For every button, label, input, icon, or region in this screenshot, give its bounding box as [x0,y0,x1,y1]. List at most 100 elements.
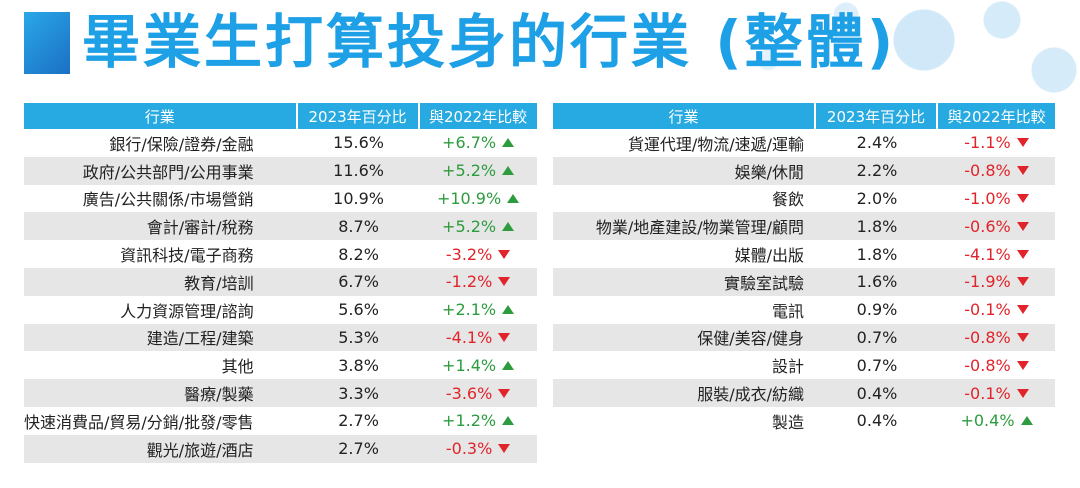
pct2023-cell: 5.3% [297,323,420,352]
arrow-down-icon [498,249,511,259]
pct2023-cell: 0.4% [856,411,898,431]
pct2023-cell: 5.6% [338,300,379,320]
change-value: -0.1% [964,300,1011,320]
industry-cell: 人力資源管理/諮詢 [120,301,254,321]
header-industry: 行業 [553,103,816,129]
arrow-up-icon [502,360,515,370]
pct2023-cell: 3.8% [338,355,379,375]
arrow-up-icon [1020,416,1033,426]
industry-cell: 教育/培訓 [24,267,298,296]
change-cell: -0.8% [938,323,1055,352]
table-row: 廣告/公共關係/市場營銷 10.9% +10.9% [24,185,537,213]
table-row: 人力資源管理/諮詢 5.6% +2.1% [24,296,537,324]
change-cell: +1.4% [420,351,537,379]
pct2023-cell: 0.7% [856,355,898,375]
table-row: 建造/工程/建築 5.3% -4.1% [24,323,537,352]
arrow-down-icon [1016,221,1029,231]
change-cell: -0.3% [419,434,537,463]
arrow-down-icon [1016,277,1029,287]
change-value: -1.0% [964,188,1011,208]
arrow-up-icon [502,416,515,426]
change-cell: -3.2% [420,240,537,268]
pct2023-cell: 2.7% [338,411,379,431]
table-row: 醫療/製藥 3.3% -3.6% [24,379,537,407]
change-value: -0.8% [964,327,1011,347]
table-row: 設計 0.7% -0.8% [553,351,1055,379]
change-cell: +2.1% [420,296,537,324]
arrow-down-icon [1016,193,1029,203]
change-cell: -1.1% [938,129,1055,157]
industry-table-left: 行業 2023年百分比 與2022年比較 銀行/保險/證券/金融 15.6% +6.… [24,103,537,463]
arrow-up-icon [502,166,515,176]
table-row: 銀行/保險/證券/金融 15.6% +6.7% [24,129,537,157]
arrow-up-icon [507,193,520,203]
industry-cell: 會計/審計/稅務 [24,212,298,241]
change-value: +0.4% [960,411,1015,431]
pct2023-cell: 15.6% [333,133,384,153]
arrow-down-icon [1016,166,1029,176]
change-cell: -0.1% [938,296,1055,324]
change-value: -0.8% [964,355,1011,375]
change-value: +10.9% [436,188,502,208]
change-value: +1.4% [442,355,497,375]
change-value: -1.9% [964,272,1011,292]
industry-cell: 餐飲 [771,190,804,210]
pct2023-cell: 2.7% [297,434,420,463]
background-decoration [560,0,1080,100]
header-industry: 行業 [24,103,298,129]
industry-cell: 設計 [771,357,804,377]
change-value: -4.1% [964,244,1011,264]
change-cell: -4.1% [938,240,1055,268]
industry-cell: 電訊 [771,301,804,321]
arrow-up-icon [502,305,515,315]
arrow-down-icon [498,277,511,287]
table-row: 教育/培訓 6.7% -1.2% [24,267,537,296]
industry-cell: 銀行/保險/證券/金融 [109,134,254,154]
industry-cell: 資訊科技/電子商務 [120,246,254,266]
header-pct2023: 2023年百分比 [816,103,938,129]
pct2023-cell: 2.2% [816,156,938,185]
pct2023-cell: 6.7% [297,267,420,296]
change-value: +5.2% [442,216,497,236]
industry-cell: 建造/工程/建築 [24,323,298,352]
arrow-up-icon [502,138,515,148]
table-row: 服裝/成衣/紡織 0.4% -0.1% [553,379,1055,407]
header-change: 與2022年比較 [419,103,537,129]
pct2023-cell: 1.8% [856,244,898,264]
arrow-down-icon [1016,305,1029,315]
table-row: 物業/地產建設/物業管理/顧問 1.8% -0.6% [553,212,1055,241]
header-pct2023: 2023年百分比 [297,103,420,129]
change-value: +2.1% [442,300,497,320]
table-row: 快速消費品/貿易/分銷/批發/零售 2.7% +1.2% [24,407,537,435]
industry-table-right: 行業 2023年百分比 與2022年比較 貨運代理/物流/速遞/運輸 2.4% -1… [553,103,1055,435]
change-cell: +10.9% [420,185,537,213]
industry-cell: 製造 [771,412,804,432]
table-row: 其他 3.8% +1.4% [24,351,537,379]
change-cell: +6.7% [420,129,537,157]
industry-cell: 觀光/旅遊/酒店 [24,434,298,463]
table-row: 實驗室試驗 1.6% -1.9% [553,267,1055,296]
page-title: 畢業生打算投身的行業 (整體) [82,8,897,76]
change-cell: -1.9% [938,267,1055,296]
arrow-down-icon [1016,360,1029,370]
pct2023-cell: 0.9% [856,300,898,320]
industry-cell: 媒體/出版 [734,246,804,266]
table-row: 會計/審計/稅務 8.7% +5.2% [24,212,537,241]
change-cell: +0.4% [938,407,1055,435]
arrow-down-icon [1016,138,1029,148]
industry-cell: 娛樂/休閒 [553,156,816,185]
change-value: -0.1% [964,383,1011,403]
change-cell: +5.2% [419,212,537,241]
pct2023-cell: 10.9% [333,188,384,208]
title-accent-bar [24,12,70,74]
change-value: +1.2% [442,411,497,431]
pct2023-cell: 8.2% [338,244,379,264]
industry-cell: 物業/地產建設/物業管理/顧問 [553,212,816,241]
pct2023-cell: 1.6% [816,267,938,296]
industry-cell: 醫療/製藥 [24,379,298,407]
pct2023-cell: 0.4% [816,379,938,407]
industry-cell: 服裝/成衣/紡織 [553,379,816,407]
table-row: 貨運代理/物流/速遞/運輸 2.4% -1.1% [553,129,1055,157]
industry-cell: 快速消費品/貿易/分銷/批發/零售 [24,412,254,432]
change-value: +5.2% [442,161,497,181]
